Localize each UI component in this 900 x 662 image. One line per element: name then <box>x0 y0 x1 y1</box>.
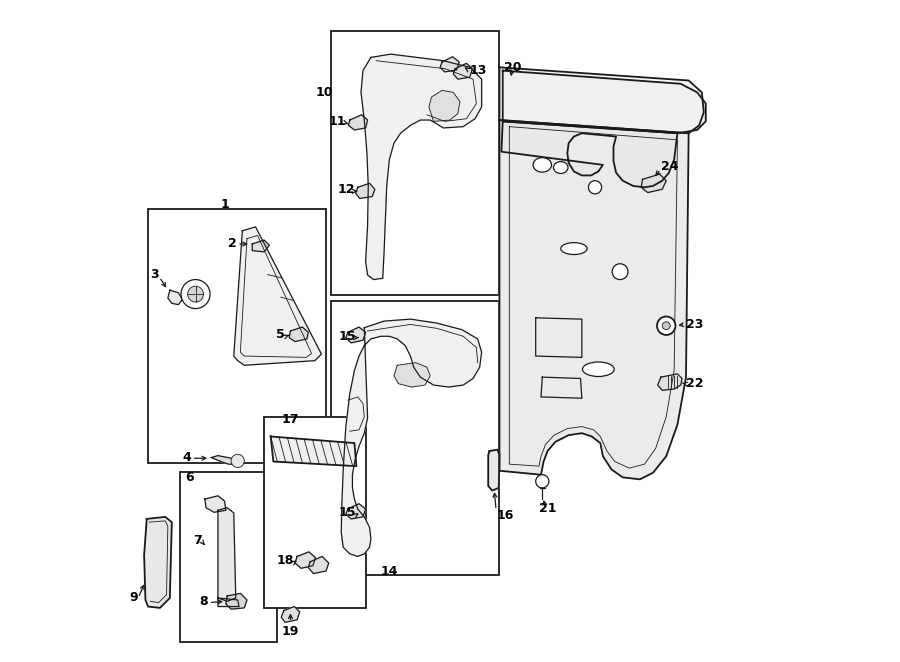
Text: 21: 21 <box>539 502 556 516</box>
Text: 9: 9 <box>129 591 138 604</box>
Text: 7: 7 <box>193 534 202 547</box>
Polygon shape <box>361 54 482 279</box>
Polygon shape <box>488 449 500 491</box>
Text: 22: 22 <box>686 377 704 390</box>
Text: 6: 6 <box>185 471 193 484</box>
Text: 5: 5 <box>276 328 285 342</box>
Ellipse shape <box>554 162 568 173</box>
Ellipse shape <box>561 243 587 254</box>
Polygon shape <box>356 183 374 199</box>
Circle shape <box>612 263 628 279</box>
Polygon shape <box>348 115 367 130</box>
Circle shape <box>187 286 203 302</box>
Polygon shape <box>212 455 237 464</box>
Text: 20: 20 <box>504 61 522 73</box>
Text: 15: 15 <box>339 506 356 520</box>
Ellipse shape <box>582 362 614 377</box>
Text: 18: 18 <box>277 554 294 567</box>
Circle shape <box>662 322 670 330</box>
Polygon shape <box>501 121 678 187</box>
Polygon shape <box>234 227 321 365</box>
Polygon shape <box>271 436 356 466</box>
Polygon shape <box>503 71 706 133</box>
Text: 24: 24 <box>661 160 679 173</box>
Polygon shape <box>144 517 172 608</box>
Bar <box>180 472 277 642</box>
Polygon shape <box>500 120 688 479</box>
Polygon shape <box>205 496 226 512</box>
Circle shape <box>181 279 210 308</box>
Bar <box>264 416 366 608</box>
Polygon shape <box>289 327 309 342</box>
Text: 15: 15 <box>339 330 356 343</box>
Polygon shape <box>281 606 300 622</box>
Bar <box>331 31 500 295</box>
Ellipse shape <box>533 158 552 172</box>
Bar <box>331 301 500 575</box>
Polygon shape <box>500 68 704 133</box>
Text: 10: 10 <box>315 86 333 99</box>
Polygon shape <box>218 598 239 606</box>
Polygon shape <box>295 552 316 568</box>
Polygon shape <box>218 508 236 601</box>
Polygon shape <box>346 504 365 519</box>
Polygon shape <box>309 557 328 573</box>
Polygon shape <box>641 174 666 193</box>
Text: 4: 4 <box>182 451 191 464</box>
Polygon shape <box>658 374 682 391</box>
Polygon shape <box>341 319 482 557</box>
Text: 14: 14 <box>381 565 399 578</box>
Circle shape <box>536 475 549 488</box>
Text: 8: 8 <box>200 594 208 608</box>
Polygon shape <box>168 290 183 305</box>
Polygon shape <box>440 57 459 72</box>
Bar <box>148 209 326 463</box>
Text: 12: 12 <box>338 183 356 197</box>
Polygon shape <box>394 363 430 387</box>
Polygon shape <box>346 327 365 343</box>
Circle shape <box>657 316 676 335</box>
Text: 3: 3 <box>150 269 158 281</box>
Text: 1: 1 <box>220 198 229 211</box>
Polygon shape <box>454 64 473 79</box>
Text: 23: 23 <box>686 318 704 331</box>
Circle shape <box>589 181 601 194</box>
Circle shape <box>231 454 244 467</box>
Polygon shape <box>429 91 460 121</box>
Text: 17: 17 <box>282 414 299 426</box>
Polygon shape <box>226 593 247 609</box>
Polygon shape <box>252 240 269 252</box>
Text: 11: 11 <box>328 115 346 128</box>
Text: 2: 2 <box>228 238 237 250</box>
Text: 13: 13 <box>470 64 487 77</box>
Text: 16: 16 <box>496 509 514 522</box>
Text: 19: 19 <box>282 625 299 638</box>
